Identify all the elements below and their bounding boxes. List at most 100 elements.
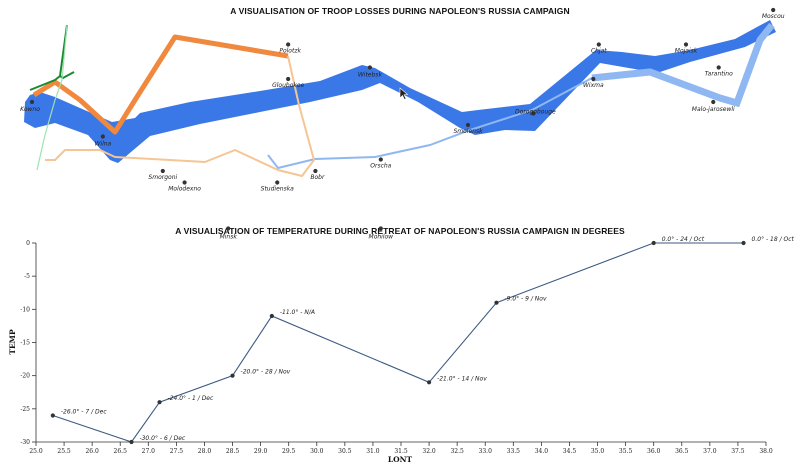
city-marker-minsk[interactable] <box>226 226 231 231</box>
x-tick-label: 37.0 <box>703 448 717 455</box>
temperature-points: 0.0° - 18 / Oct 0.0° - 24 / Oct -9.0° - 9 … <box>50 236 795 445</box>
advance-path-small[interactable] <box>29 24 68 91</box>
city-marker-smolensk[interactable] <box>465 122 471 128</box>
retreat-path-small[interactable] <box>36 24 68 171</box>
x-tick-label: 27.0 <box>142 448 156 455</box>
temperature-data-label: 0.0° - 18 / Oct <box>752 236 795 243</box>
x-tick-label: 32.0 <box>422 448 436 455</box>
x-tick-label: 30.5 <box>338 448 352 455</box>
city-label: Witebsk <box>358 72 383 79</box>
flow-map: Kowno Wilna Smorgoni Molodexno Gloubokoe Mins… <box>20 7 785 241</box>
x-tick-label: 26.0 <box>85 448 99 455</box>
temperature-point[interactable] <box>50 413 55 418</box>
x-tick-label: 25.0 <box>29 448 43 455</box>
advance-path-small-branch[interactable] <box>59 71 75 80</box>
map-title: A VISUALISATION OF TROOP LOSSES DURING N… <box>230 6 570 16</box>
temperature-data-label: -30.0° - 6 / Dec <box>139 435 185 442</box>
x-tick-label: 31.5 <box>394 448 408 455</box>
temperature-data-label: -21.0° - 14 / Nov <box>437 375 487 382</box>
cursor-icon <box>399 87 409 100</box>
city-label: Molodexno <box>168 186 201 193</box>
y-axis: 0 -5 -10 -15 -20 -25 -30 <box>20 240 37 446</box>
x-tick-label: 32.5 <box>450 448 464 455</box>
temperature-data-label: -26.0° - 7 / Dec <box>61 408 107 415</box>
city-marker-dorogobouge[interactable] <box>531 111 536 116</box>
x-tick-label: 25.5 <box>57 448 71 455</box>
y-tick-label: -30 <box>20 439 30 446</box>
city-marker-orscha[interactable] <box>378 157 383 162</box>
city-label: Minsk <box>220 234 238 241</box>
city-label: Polotzk <box>279 48 301 55</box>
city-marker-chjat[interactable] <box>596 42 601 47</box>
temperature-point[interactable] <box>494 300 499 305</box>
x-tick-label: 36.0 <box>647 448 661 455</box>
temperature-point[interactable] <box>741 240 746 246</box>
x-tick-label: 35.5 <box>619 448 633 455</box>
y-axis-title: TEMP <box>8 329 17 355</box>
city-marker-molodexno[interactable] <box>182 180 187 185</box>
temperature-data-label: 0.0° - 24 / Oct <box>662 236 705 243</box>
temperature-data-label: -20.0° - 28 / Nov <box>241 369 291 376</box>
city-marker-polotzk[interactable] <box>286 42 291 47</box>
city-marker-gloubokoe[interactable] <box>286 76 291 82</box>
temperature-line <box>52 242 744 443</box>
city-label: Wixma <box>583 82 604 89</box>
city-marker-witebsk[interactable] <box>367 65 372 70</box>
city-label: Moscou <box>762 13 785 20</box>
x-tick-label: 29.0 <box>254 448 268 455</box>
city-label: Wilna <box>94 141 111 148</box>
city-label: Studienska <box>261 186 295 193</box>
city-label: Dorogobouge <box>515 109 556 116</box>
city-label: Smolensk <box>453 128 483 135</box>
temperature-point[interactable] <box>157 400 162 405</box>
city-label: Orscha <box>370 163 391 170</box>
temperature-point[interactable] <box>651 240 656 246</box>
x-tick-label: 33.5 <box>507 448 521 455</box>
city-label: Mojaisk <box>675 48 698 55</box>
retreat-path-north[interactable] <box>45 55 315 177</box>
temperature-point[interactable] <box>269 313 274 319</box>
city-label: Mohilow <box>369 234 394 241</box>
x-tick-label: 35.0 <box>591 448 605 455</box>
city-marker-moscou[interactable] <box>771 7 776 13</box>
city-marker-tarantino[interactable] <box>716 65 721 70</box>
x-tick-label: 29.5 <box>282 448 296 455</box>
x-tick-label: 34.5 <box>563 448 577 455</box>
city-marker-malo-jarosewli[interactable] <box>711 99 716 105</box>
temperature-data-label: -9.0° - 9 / Nov <box>504 296 546 303</box>
city-label: Gloubokoe <box>272 82 304 89</box>
y-tick-label: -5 <box>24 273 30 280</box>
temperature-point[interactable] <box>426 380 432 385</box>
retreat-path-main[interactable] <box>267 24 773 170</box>
city-marker-studienska[interactable] <box>275 180 280 185</box>
city-marker-smorgoni[interactable] <box>160 168 165 174</box>
city-marker-kowno[interactable] <box>29 99 35 105</box>
city-marker-wixma[interactable] <box>591 76 596 82</box>
x-tick-label: 33.0 <box>479 448 493 455</box>
x-axis: 25.0 25.5 26.0 26.5 27.0 27.5 28.0 28.5 29.0 29.5… <box>29 441 773 455</box>
temperature-point[interactable] <box>129 439 134 445</box>
temperature-data-label: -24.0° - 1 / Dec <box>168 395 214 402</box>
y-tick-label: -25 <box>20 406 30 413</box>
city-marker-mojaisk[interactable] <box>683 42 689 47</box>
y-tick-label: -15 <box>20 340 30 347</box>
city-marker-wilna[interactable] <box>100 134 105 139</box>
city-marker-bobr[interactable] <box>313 168 318 174</box>
x-axis-title: LONT <box>388 455 413 464</box>
city-marker-mohilow[interactable] <box>378 226 383 231</box>
x-tick-label: 30.0 <box>310 448 324 455</box>
advance-path-north[interactable] <box>32 34 289 135</box>
city-label: Malo-jarosewli <box>692 106 735 113</box>
temperature-data-label: -11.0° - N/A <box>280 309 315 316</box>
x-tick-label: 26.5 <box>114 448 128 455</box>
city-label: Bobr <box>310 174 325 181</box>
city-markers: Kowno Wilna Smorgoni Molodexno Gloubokoe Mins… <box>20 7 785 241</box>
y-tick-label: -10 <box>20 306 30 313</box>
x-tick-label: 28.0 <box>198 448 212 455</box>
x-tick-label: 34.0 <box>535 448 549 455</box>
x-tick-label: 31.0 <box>366 448 380 455</box>
city-label: Chjat <box>591 48 607 55</box>
temperature-point[interactable] <box>230 373 235 378</box>
temperature-chart: 0-5-10-15-20-25-30 25.0 25.5 26.0 26.5 27.0 2… <box>8 236 795 464</box>
